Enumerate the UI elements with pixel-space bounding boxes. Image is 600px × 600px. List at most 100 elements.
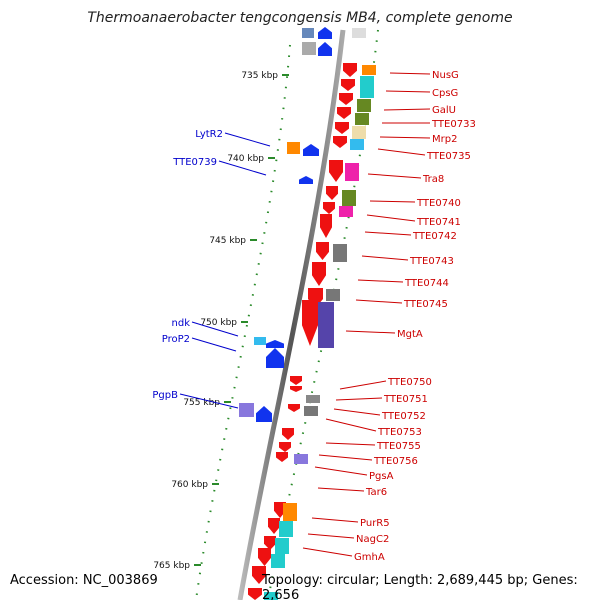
gene-label-leader	[364, 231, 412, 236]
gene-label[interactable]: MgtA	[397, 329, 423, 340]
gene-label-leader	[389, 72, 431, 75]
forward-gene-arrow[interactable]	[316, 242, 329, 260]
forward-gene-arrow[interactable]	[335, 122, 349, 134]
gene-label-leader	[339, 380, 387, 390]
scale-tick-label: 745 kbp	[209, 236, 246, 246]
gene-label-leader	[314, 466, 368, 476]
gene-label-leader	[318, 454, 373, 461]
gene-label[interactable]: NusG	[432, 70, 459, 81]
gene-label[interactable]: Tar6	[365, 487, 387, 498]
forward-gene-arrow[interactable]	[290, 386, 302, 392]
gene-label-leader	[361, 255, 409, 261]
gene-label[interactable]: PgpB	[152, 390, 178, 401]
scale-tick-label: 750 kbp	[200, 318, 237, 328]
forward-gene-arrow[interactable]	[279, 442, 291, 452]
topology-text: Topology: circular; Length: 2,689,445 bp…	[262, 573, 578, 600]
cog-category-box	[352, 126, 366, 139]
gene-label-leader	[325, 442, 376, 446]
forward-gene-arrow[interactable]	[288, 404, 300, 412]
cog-category-box	[350, 139, 364, 150]
gene-label[interactable]: TTE0741	[416, 217, 461, 228]
gene-label[interactable]: TTE0740	[416, 198, 461, 209]
accession-text: Accession: NC_003869	[10, 573, 158, 588]
forward-gene-arrow[interactable]	[248, 588, 262, 600]
forward-gene-arrow[interactable]	[333, 136, 347, 148]
cog-category-box	[254, 337, 266, 345]
cog-category-box	[279, 521, 293, 537]
gene-label[interactable]: ndk	[172, 318, 191, 329]
gene-label-leader	[307, 533, 355, 539]
forward-gene-arrow[interactable]	[320, 214, 332, 238]
genome-backbone	[237, 29, 346, 600]
forward-gene-arrow[interactable]	[264, 536, 276, 550]
forward-gene-arrow[interactable]	[290, 376, 302, 385]
gene-label[interactable]: GalU	[432, 105, 456, 116]
forward-gene-arrow[interactable]	[276, 452, 288, 462]
cog-category-box	[360, 76, 374, 98]
reverse-gene-arrow[interactable]	[318, 42, 332, 56]
gene-label[interactable]: TTE0744	[404, 278, 449, 289]
gene-label[interactable]: TTE0735	[426, 151, 471, 162]
cog-category-box	[271, 554, 285, 568]
gene-label-leader	[379, 136, 431, 139]
gene-label[interactable]: LytR2	[195, 129, 223, 140]
gene-label[interactable]: PgsA	[369, 471, 394, 482]
gene-label[interactable]: TTE0733	[431, 119, 476, 130]
forward-gene-arrow[interactable]	[268, 518, 280, 534]
gene-label-leader	[191, 321, 239, 337]
forward-gene-arrow[interactable]	[326, 186, 338, 200]
reverse-gene-arrow[interactable]	[266, 340, 284, 348]
gene-label[interactable]: TTE0753	[377, 427, 422, 438]
forward-gene-arrow[interactable]	[302, 300, 318, 346]
cog-category-box	[302, 28, 314, 38]
gene-label-leader	[333, 408, 381, 416]
gene-label[interactable]: CpsG	[432, 88, 458, 99]
cog-category-box	[355, 113, 369, 125]
gene-label-leader	[383, 108, 431, 111]
gene-label-leader	[191, 337, 237, 352]
gene-label[interactable]: TTE0756	[373, 456, 418, 467]
gene-label[interactable]: ProP2	[162, 334, 190, 345]
reverse-gene-arrow[interactable]	[256, 406, 272, 422]
forward-gene-arrow[interactable]	[252, 566, 266, 584]
gene-label[interactable]: TTE0743	[409, 256, 454, 267]
forward-gene-arrow[interactable]	[337, 107, 351, 119]
forward-gene-arrow[interactable]	[343, 63, 357, 77]
forward-gene-arrow[interactable]	[339, 93, 353, 105]
gene-label[interactable]: Tra8	[422, 174, 444, 185]
forward-gene-arrow[interactable]	[312, 262, 326, 286]
gene-label[interactable]: TTE0755	[376, 441, 421, 452]
gene-label[interactable]: TTE0739	[172, 157, 217, 168]
cog-category-box	[294, 454, 308, 464]
cog-category-box	[339, 206, 353, 217]
forward-gene-arrow[interactable]	[323, 202, 335, 214]
reverse-gene-arrow[interactable]	[266, 348, 284, 368]
gene-label[interactable]: TTE0750	[387, 377, 432, 388]
reverse-gene-arrow[interactable]	[299, 176, 313, 184]
forward-gene-arrow[interactable]	[341, 79, 355, 91]
gene-label-leader	[345, 330, 396, 334]
gene-label-leader	[377, 148, 426, 156]
forward-gene-arrow[interactable]	[258, 548, 271, 566]
map-title: Thermoanaerobacter tengcongensis MB4, co…	[87, 10, 513, 26]
scale-tick-label: 740 kbp	[227, 154, 264, 164]
gene-label[interactable]: Mrp2	[432, 134, 457, 145]
gene-label[interactable]: TTE0742	[412, 231, 457, 242]
cog-category-box	[302, 42, 316, 55]
gene-label-leader	[179, 393, 239, 409]
reverse-gene-arrow[interactable]	[303, 144, 319, 156]
gene-label[interactable]: TTE0745	[403, 299, 448, 310]
gene-label[interactable]: TTE0752	[381, 411, 426, 422]
scale-tick-label: 765 kbp	[153, 561, 190, 571]
gene-label-leader	[385, 90, 431, 93]
gene-label[interactable]: TTE0751	[383, 394, 428, 405]
gene-label-leader	[335, 397, 383, 401]
forward-gene-arrow[interactable]	[282, 428, 294, 440]
gene-label[interactable]: NagC2	[356, 534, 389, 545]
gene-label-leader	[317, 487, 365, 492]
forward-gene-arrow[interactable]	[329, 160, 343, 182]
gene-label[interactable]: GmhA	[354, 552, 385, 563]
reverse-gene-arrow[interactable]	[318, 27, 332, 39]
gene-label[interactable]: PurR5	[360, 518, 390, 529]
